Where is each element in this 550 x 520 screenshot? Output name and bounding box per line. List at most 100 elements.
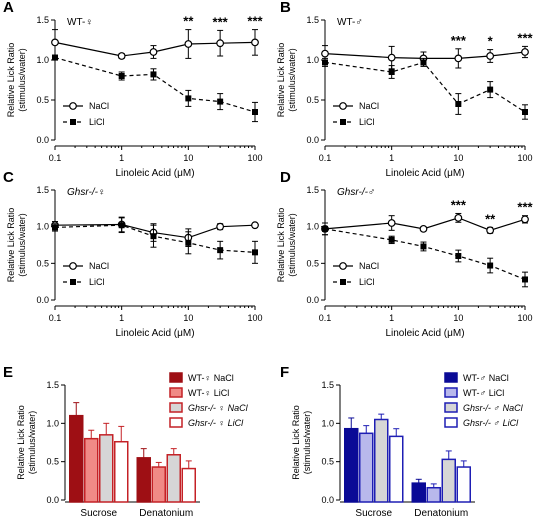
bar [114, 440, 129, 503]
legend-swatch [169, 417, 183, 428]
legend-label: Ghsr-/- ♀ NaCl [188, 403, 249, 413]
y-axis-label: Relative Lick Ratio(stimulus/water) [276, 208, 297, 283]
significance-marker: *** [213, 14, 229, 29]
x-tick-label: 10 [453, 153, 463, 163]
series-nacl [321, 45, 529, 70]
data-point [420, 243, 427, 250]
panel-label: F [280, 364, 289, 381]
legend-label: NaCl [89, 101, 109, 111]
x-tick-label: 10 [183, 153, 193, 163]
y-axis-label-line: Relative Lick Ratio [276, 208, 286, 283]
data-point [252, 109, 258, 115]
data-point [252, 249, 258, 256]
series-line [324, 51, 526, 60]
x-tick-label: 1 [389, 313, 394, 323]
category-label: Sucrose [355, 508, 392, 519]
group-title: Ghsr-/-♀ [67, 187, 105, 198]
legend-marker [340, 119, 346, 125]
data-point [486, 52, 495, 60]
legend-item: LiCl [63, 117, 105, 127]
data-point [185, 239, 192, 246]
data-point [251, 221, 259, 230]
legend-item: NaCl [63, 101, 109, 111]
y-tick-label: 0.0 [306, 135, 319, 145]
legend-swatch [444, 372, 458, 383]
data-point [521, 48, 529, 56]
legend-label: WT-♀ LiCl [188, 388, 229, 398]
x-axis-label: Linoleic Acid (μM) [115, 168, 194, 179]
bar [389, 435, 404, 503]
legend-swatch [169, 402, 183, 413]
data-point [455, 253, 462, 259]
data-point [216, 222, 225, 231]
category-label: Sucrose [80, 508, 117, 519]
data-point [216, 39, 225, 48]
legend-item: WT-♀ LiCl [169, 387, 229, 398]
bar [69, 414, 84, 503]
panel-f: F 0.0 0.5 1.0 1.5 Relative Lick Ratio(stimulu… [280, 364, 524, 519]
series-licl [322, 222, 528, 288]
panel-c: C 0.1 1 10 100 Linoleic Acid (μM) 0.0 0.5 1.0 1.5… [3, 169, 263, 339]
legend-item: WT-♂ LiCl [444, 387, 504, 398]
data-point [419, 224, 428, 233]
series-nacl [51, 29, 259, 60]
data-point [522, 276, 528, 283]
significance-marker: ** [183, 14, 194, 29]
bar [411, 482, 426, 503]
legend-swatch [169, 372, 183, 383]
series-line [324, 217, 526, 231]
y-tick-label: 1.5 [321, 380, 334, 390]
bar [84, 437, 99, 503]
y-tick-label: 1.5 [46, 380, 59, 390]
legend-swatch [444, 402, 458, 413]
group-title: Ghsr-/-♂ [337, 187, 375, 198]
panel-b: B 0.1 1 10 100 Linoleic Acid (μM) 0.0 0.5 1.0 1.5… [276, 0, 534, 179]
y-tick-label: 0.0 [306, 295, 319, 305]
series-line [54, 41, 256, 57]
y-tick-label: 1.0 [321, 418, 334, 428]
y-tick-label: 0.5 [36, 95, 49, 105]
y-axis-label-line: (stimulus/water) [17, 48, 27, 112]
bar [426, 486, 441, 503]
x-tick-label: 100 [247, 313, 262, 323]
bar [441, 458, 456, 503]
series-line [54, 223, 256, 239]
x-tick-label: 0.1 [319, 313, 332, 323]
y-tick-label: 0.0 [36, 135, 49, 145]
x-axis-label: Linoleic Acid (μM) [385, 168, 464, 179]
x-tick-label: 0.1 [49, 313, 62, 323]
data-point [387, 219, 396, 227]
y-axis-label: Relative Lick Ratio(stimulus/water) [291, 405, 312, 480]
y-tick-label: 1.0 [306, 55, 319, 65]
legend-item: LiCl [63, 277, 105, 287]
bar [374, 418, 389, 503]
series-licl [52, 217, 258, 264]
y-tick-label: 0.0 [321, 495, 334, 505]
legend-item: LiCl [333, 117, 375, 127]
data-point [454, 213, 463, 222]
series-line [324, 228, 526, 281]
data-point [185, 95, 192, 102]
y-tick-label: 0.5 [306, 258, 319, 268]
series-line [54, 57, 256, 113]
y-axis-label: Relative Lick Ratio(stimulus/water) [276, 43, 297, 118]
y-tick-label: 1.0 [46, 418, 59, 428]
x-tick-label: 100 [517, 153, 532, 163]
data-point [388, 236, 395, 243]
legend-marker [70, 279, 76, 285]
panel-label: A [3, 0, 14, 16]
panel-e: E 0.0 0.5 1.0 1.5 Relative Lick Ratio(stimulu… [3, 364, 249, 519]
data-point [420, 59, 427, 66]
data-point [150, 233, 157, 240]
series-nacl [321, 212, 529, 236]
data-point [52, 54, 58, 61]
legend-item: WT-♀ NaCl [169, 372, 234, 383]
y-tick-label: 1.5 [306, 15, 319, 25]
legend-swatch [444, 417, 458, 428]
legend-item: NaCl [63, 261, 109, 271]
legend-label: LiCl [359, 277, 375, 287]
data-point [117, 52, 126, 60]
legend-marker [340, 279, 346, 285]
bar [181, 467, 196, 503]
category-label: Denatonium [139, 508, 193, 519]
